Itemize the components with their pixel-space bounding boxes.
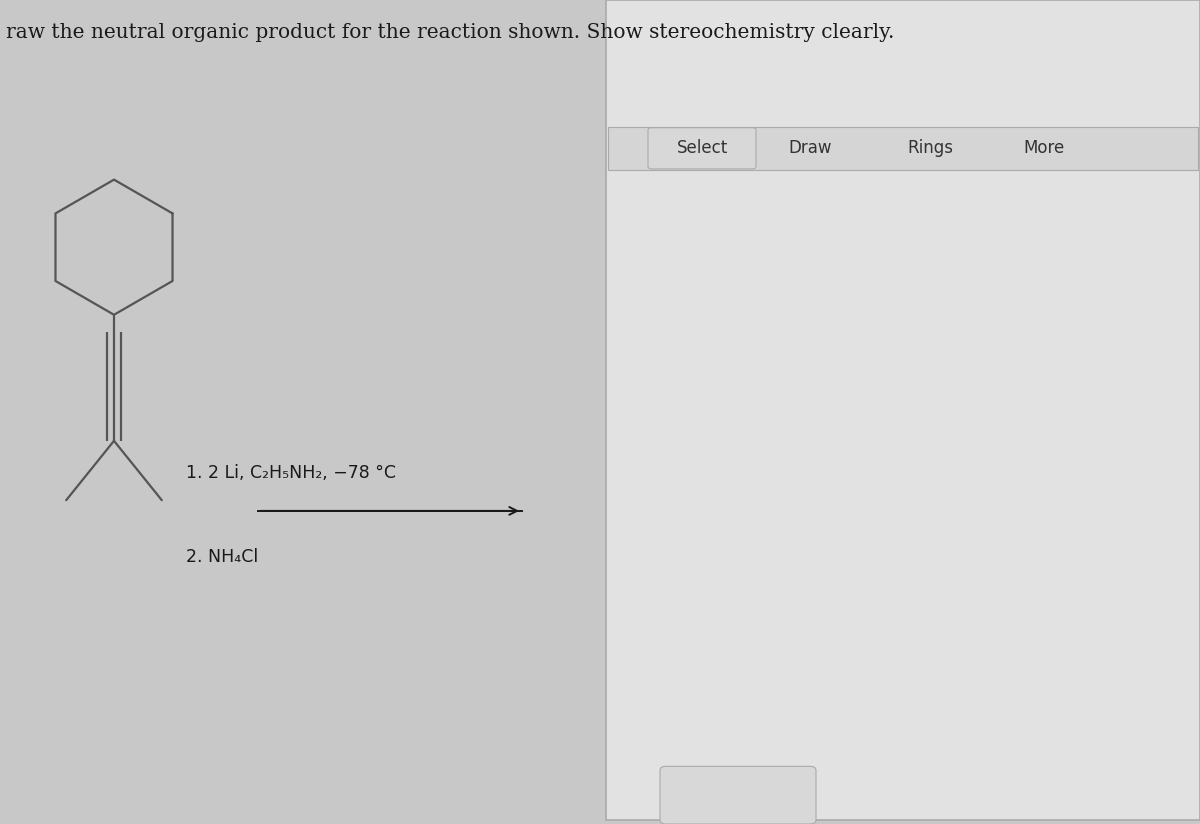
FancyBboxPatch shape — [648, 128, 756, 169]
Text: 1. 2 Li, C₂H₅NH₂, −78 °C: 1. 2 Li, C₂H₅NH₂, −78 °C — [186, 464, 396, 482]
Text: raw the neutral organic product for the reaction shown. Show stereochemistry cle: raw the neutral organic product for the … — [6, 23, 894, 42]
Text: Rings: Rings — [907, 139, 953, 157]
Bar — [606, 0, 1200, 820]
Text: Select: Select — [677, 139, 727, 157]
Text: 2. NH₄Cl: 2. NH₄Cl — [186, 548, 258, 566]
Bar — [608, 127, 1198, 170]
FancyBboxPatch shape — [660, 766, 816, 824]
Text: Draw: Draw — [788, 139, 832, 157]
Text: More: More — [1024, 139, 1064, 157]
